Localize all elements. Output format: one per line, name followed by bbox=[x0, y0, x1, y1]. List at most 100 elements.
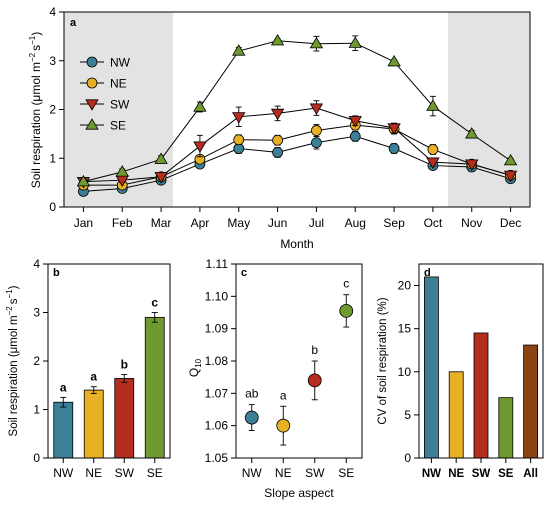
panel-a-letter: a bbox=[70, 17, 77, 29]
x-tick-label: SW bbox=[305, 466, 325, 480]
x-tick-label: SW bbox=[115, 466, 135, 480]
y-tick-label: 15 bbox=[398, 322, 412, 336]
x-tick-label: Dec bbox=[500, 216, 521, 230]
panel-c-frame bbox=[235, 263, 363, 459]
x-tick-label: Sep bbox=[383, 216, 405, 230]
x-tick-label: NW bbox=[422, 468, 441, 480]
y-tick-label: 1 bbox=[49, 151, 56, 165]
panel-d-bars bbox=[423, 276, 538, 459]
point-se-sep bbox=[387, 54, 401, 67]
y-tick-label: 3 bbox=[49, 54, 56, 68]
panel-c-letter: c bbox=[241, 267, 247, 279]
x-tick-label: Jan bbox=[74, 216, 93, 230]
panel-d: d 0 5 10 15 20 NW NE SW SE All CV of soil respir… bbox=[377, 263, 544, 480]
legend-marker-se bbox=[85, 118, 99, 130]
y-tick-label: 0 bbox=[33, 451, 40, 465]
bar-nw bbox=[423, 276, 439, 459]
sig-letter-nw: ab bbox=[245, 387, 259, 401]
panel-b-xticks: NW NE SW SE bbox=[53, 458, 163, 480]
point-sw-aug bbox=[348, 116, 362, 128]
point-nw bbox=[244, 410, 259, 425]
x-tick-label: Feb bbox=[112, 216, 133, 230]
point-se-oct bbox=[426, 99, 440, 111]
x-tick-label: Mar bbox=[151, 216, 172, 230]
series-line-se bbox=[83, 40, 511, 183]
y-tick-label: 2 bbox=[33, 354, 40, 368]
point-se-jun bbox=[270, 33, 285, 46]
panel-c-yticks: 1.05 1.06 1.07 1.08 1.09 1.10 1.11 bbox=[205, 257, 236, 465]
point-ne-jul bbox=[311, 125, 322, 136]
point-se-mar bbox=[154, 152, 168, 164]
y-tick-label: 1.07 bbox=[205, 386, 229, 400]
panel-b: a a b c b 0 1 2 3 4 NW NE SW SE Soil respiration (… bbox=[5, 257, 171, 480]
y-tick-label: 1 bbox=[33, 403, 40, 417]
panel-a-legend: NW NE SW SE bbox=[80, 56, 131, 133]
point-se-aug bbox=[348, 36, 362, 48]
panel-d-ylabel: CV of soil respiration (%) bbox=[377, 297, 389, 424]
x-tick-label: SW bbox=[472, 468, 491, 480]
panel-c-xticks: NW NE SW SE bbox=[242, 458, 354, 480]
point-sw-mar bbox=[154, 172, 168, 184]
sig-letter-se: c bbox=[343, 277, 349, 291]
panel-c-ylabel: Q10 bbox=[187, 358, 203, 377]
sig-letter-sw: b bbox=[311, 343, 318, 357]
bar-sw bbox=[114, 378, 135, 459]
panel-c: ab abc c 1.051.061.071.081.091.101.11 NW N… bbox=[187, 257, 363, 500]
y-tick-label: 0 bbox=[49, 200, 56, 214]
x-tick-label: Apr bbox=[191, 216, 210, 230]
point-sw-jul bbox=[309, 103, 324, 115]
panel-d-xticks: NW NE SW SE All bbox=[422, 458, 538, 480]
bar-nw bbox=[53, 401, 74, 459]
x-tick-label: SE bbox=[147, 466, 163, 480]
point-se-nov bbox=[465, 127, 479, 139]
x-tick-label: SE bbox=[338, 466, 354, 480]
shade-nov-dec bbox=[448, 12, 530, 207]
point-sw bbox=[307, 373, 322, 388]
point-se bbox=[339, 303, 354, 318]
x-tick-label: Jul bbox=[309, 216, 324, 230]
bar-se bbox=[498, 397, 514, 459]
y-tick-label: 1.11 bbox=[206, 257, 229, 271]
bar-se bbox=[144, 316, 165, 459]
bar-sw bbox=[473, 332, 489, 459]
panel-a-xticks: Jan Feb Mar Apr May Jun Jul Aug Sep Oct Nov Dec bbox=[74, 207, 521, 230]
point-nw-aug bbox=[349, 130, 361, 142]
panel-b-letter: b bbox=[53, 267, 60, 279]
series-line-ne bbox=[83, 124, 511, 186]
y-tick-label: 4 bbox=[33, 257, 40, 271]
point-ne-oct bbox=[427, 144, 439, 155]
panel-a-ylabel: Soil respiration (μmol m−2s−1) bbox=[28, 32, 43, 189]
x-tick-label: NE bbox=[275, 466, 292, 480]
point-se-dec bbox=[503, 153, 518, 166]
bar-ne bbox=[448, 371, 464, 459]
point-se-apr bbox=[193, 100, 207, 112]
panel-d-letter: d bbox=[424, 267, 431, 279]
legend-label-sw: SW bbox=[110, 98, 130, 112]
x-tick-label: May bbox=[227, 216, 250, 230]
point-sw-oct bbox=[426, 157, 440, 169]
x-tick-label: Jun bbox=[268, 216, 287, 230]
legend-marker-sw bbox=[85, 99, 99, 111]
point-sw-nov bbox=[465, 159, 479, 171]
point-nw-jul bbox=[311, 137, 322, 149]
panel-a: a 0 1 2 3 4 Jan Feb Mar Apr May Jun Jul Aug Sep Oct No… bbox=[28, 5, 531, 251]
y-tick-label: 1.08 bbox=[205, 354, 229, 368]
y-tick-label: 5 bbox=[404, 408, 411, 422]
point-sw-jun bbox=[270, 108, 285, 121]
series-line-nw bbox=[83, 135, 511, 192]
y-tick-label: 2 bbox=[49, 103, 56, 117]
x-tick-label: Aug bbox=[345, 216, 366, 230]
point-se-may bbox=[232, 44, 246, 56]
sig-letter-ne: a bbox=[280, 388, 287, 402]
y-tick-label: 3 bbox=[33, 306, 40, 320]
sig-letter-sw: b bbox=[121, 358, 128, 372]
x-tick-label: Oct bbox=[424, 216, 443, 230]
point-ne-jun bbox=[272, 134, 283, 146]
point-nw-jun bbox=[272, 146, 283, 158]
point-ne bbox=[276, 418, 291, 433]
panel-a-yticks: 0 1 2 3 4 bbox=[49, 5, 64, 214]
panel-a-xlabel: Month bbox=[280, 237, 313, 251]
legend-marker-nw bbox=[86, 56, 98, 68]
y-tick-label: 1.10 bbox=[205, 289, 229, 303]
